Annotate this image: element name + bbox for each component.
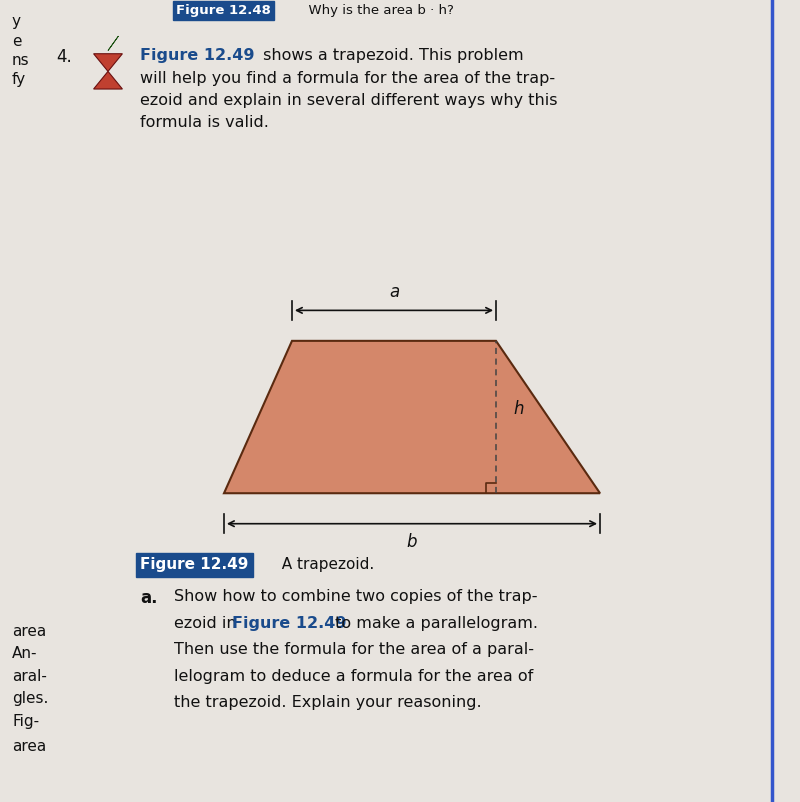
Polygon shape — [94, 54, 122, 71]
Polygon shape — [224, 341, 600, 493]
Text: area: area — [12, 739, 46, 755]
Text: Figure 12.49: Figure 12.49 — [232, 616, 346, 631]
Text: a: a — [389, 283, 399, 301]
Text: An-: An- — [12, 646, 38, 662]
Polygon shape — [94, 71, 122, 89]
Text: a.: a. — [140, 589, 158, 607]
Text: ns: ns — [12, 53, 30, 68]
Text: 4.: 4. — [56, 48, 72, 66]
Text: A trapezoid.: A trapezoid. — [272, 557, 374, 573]
Polygon shape — [108, 36, 118, 51]
Text: Fig-: Fig- — [12, 714, 39, 729]
Text: y: y — [12, 14, 21, 30]
Text: Figure 12.48: Figure 12.48 — [176, 4, 271, 17]
Text: lelogram to deduce a formula for the area of: lelogram to deduce a formula for the are… — [174, 669, 534, 684]
Text: fy: fy — [12, 72, 26, 87]
Text: b: b — [406, 533, 418, 551]
Text: will help you find a formula for the area of the trap-: will help you find a formula for the are… — [140, 71, 555, 86]
Text: shows a trapezoid. This problem: shows a trapezoid. This problem — [258, 48, 524, 63]
Text: to make a parallelogram.: to make a parallelogram. — [330, 616, 538, 631]
Text: h: h — [514, 400, 524, 418]
Text: Why is the area b · h?: Why is the area b · h? — [300, 4, 454, 17]
Text: ezoid in: ezoid in — [174, 616, 242, 631]
Text: the trapezoid. Explain your reasoning.: the trapezoid. Explain your reasoning. — [174, 695, 482, 711]
Text: e: e — [12, 34, 22, 49]
Text: formula is valid.: formula is valid. — [140, 115, 269, 131]
Text: Then use the formula for the area of a paral-: Then use the formula for the area of a p… — [174, 642, 534, 658]
Text: gles.: gles. — [12, 691, 48, 707]
Text: Show how to combine two copies of the trap-: Show how to combine two copies of the tr… — [174, 589, 538, 605]
Text: ezoid and explain in several different ways why this: ezoid and explain in several different w… — [140, 93, 558, 108]
Text: Figure 12.49: Figure 12.49 — [140, 48, 254, 63]
Text: area: area — [12, 624, 46, 639]
Text: Figure 12.49: Figure 12.49 — [140, 557, 248, 573]
Text: aral-: aral- — [12, 669, 47, 684]
